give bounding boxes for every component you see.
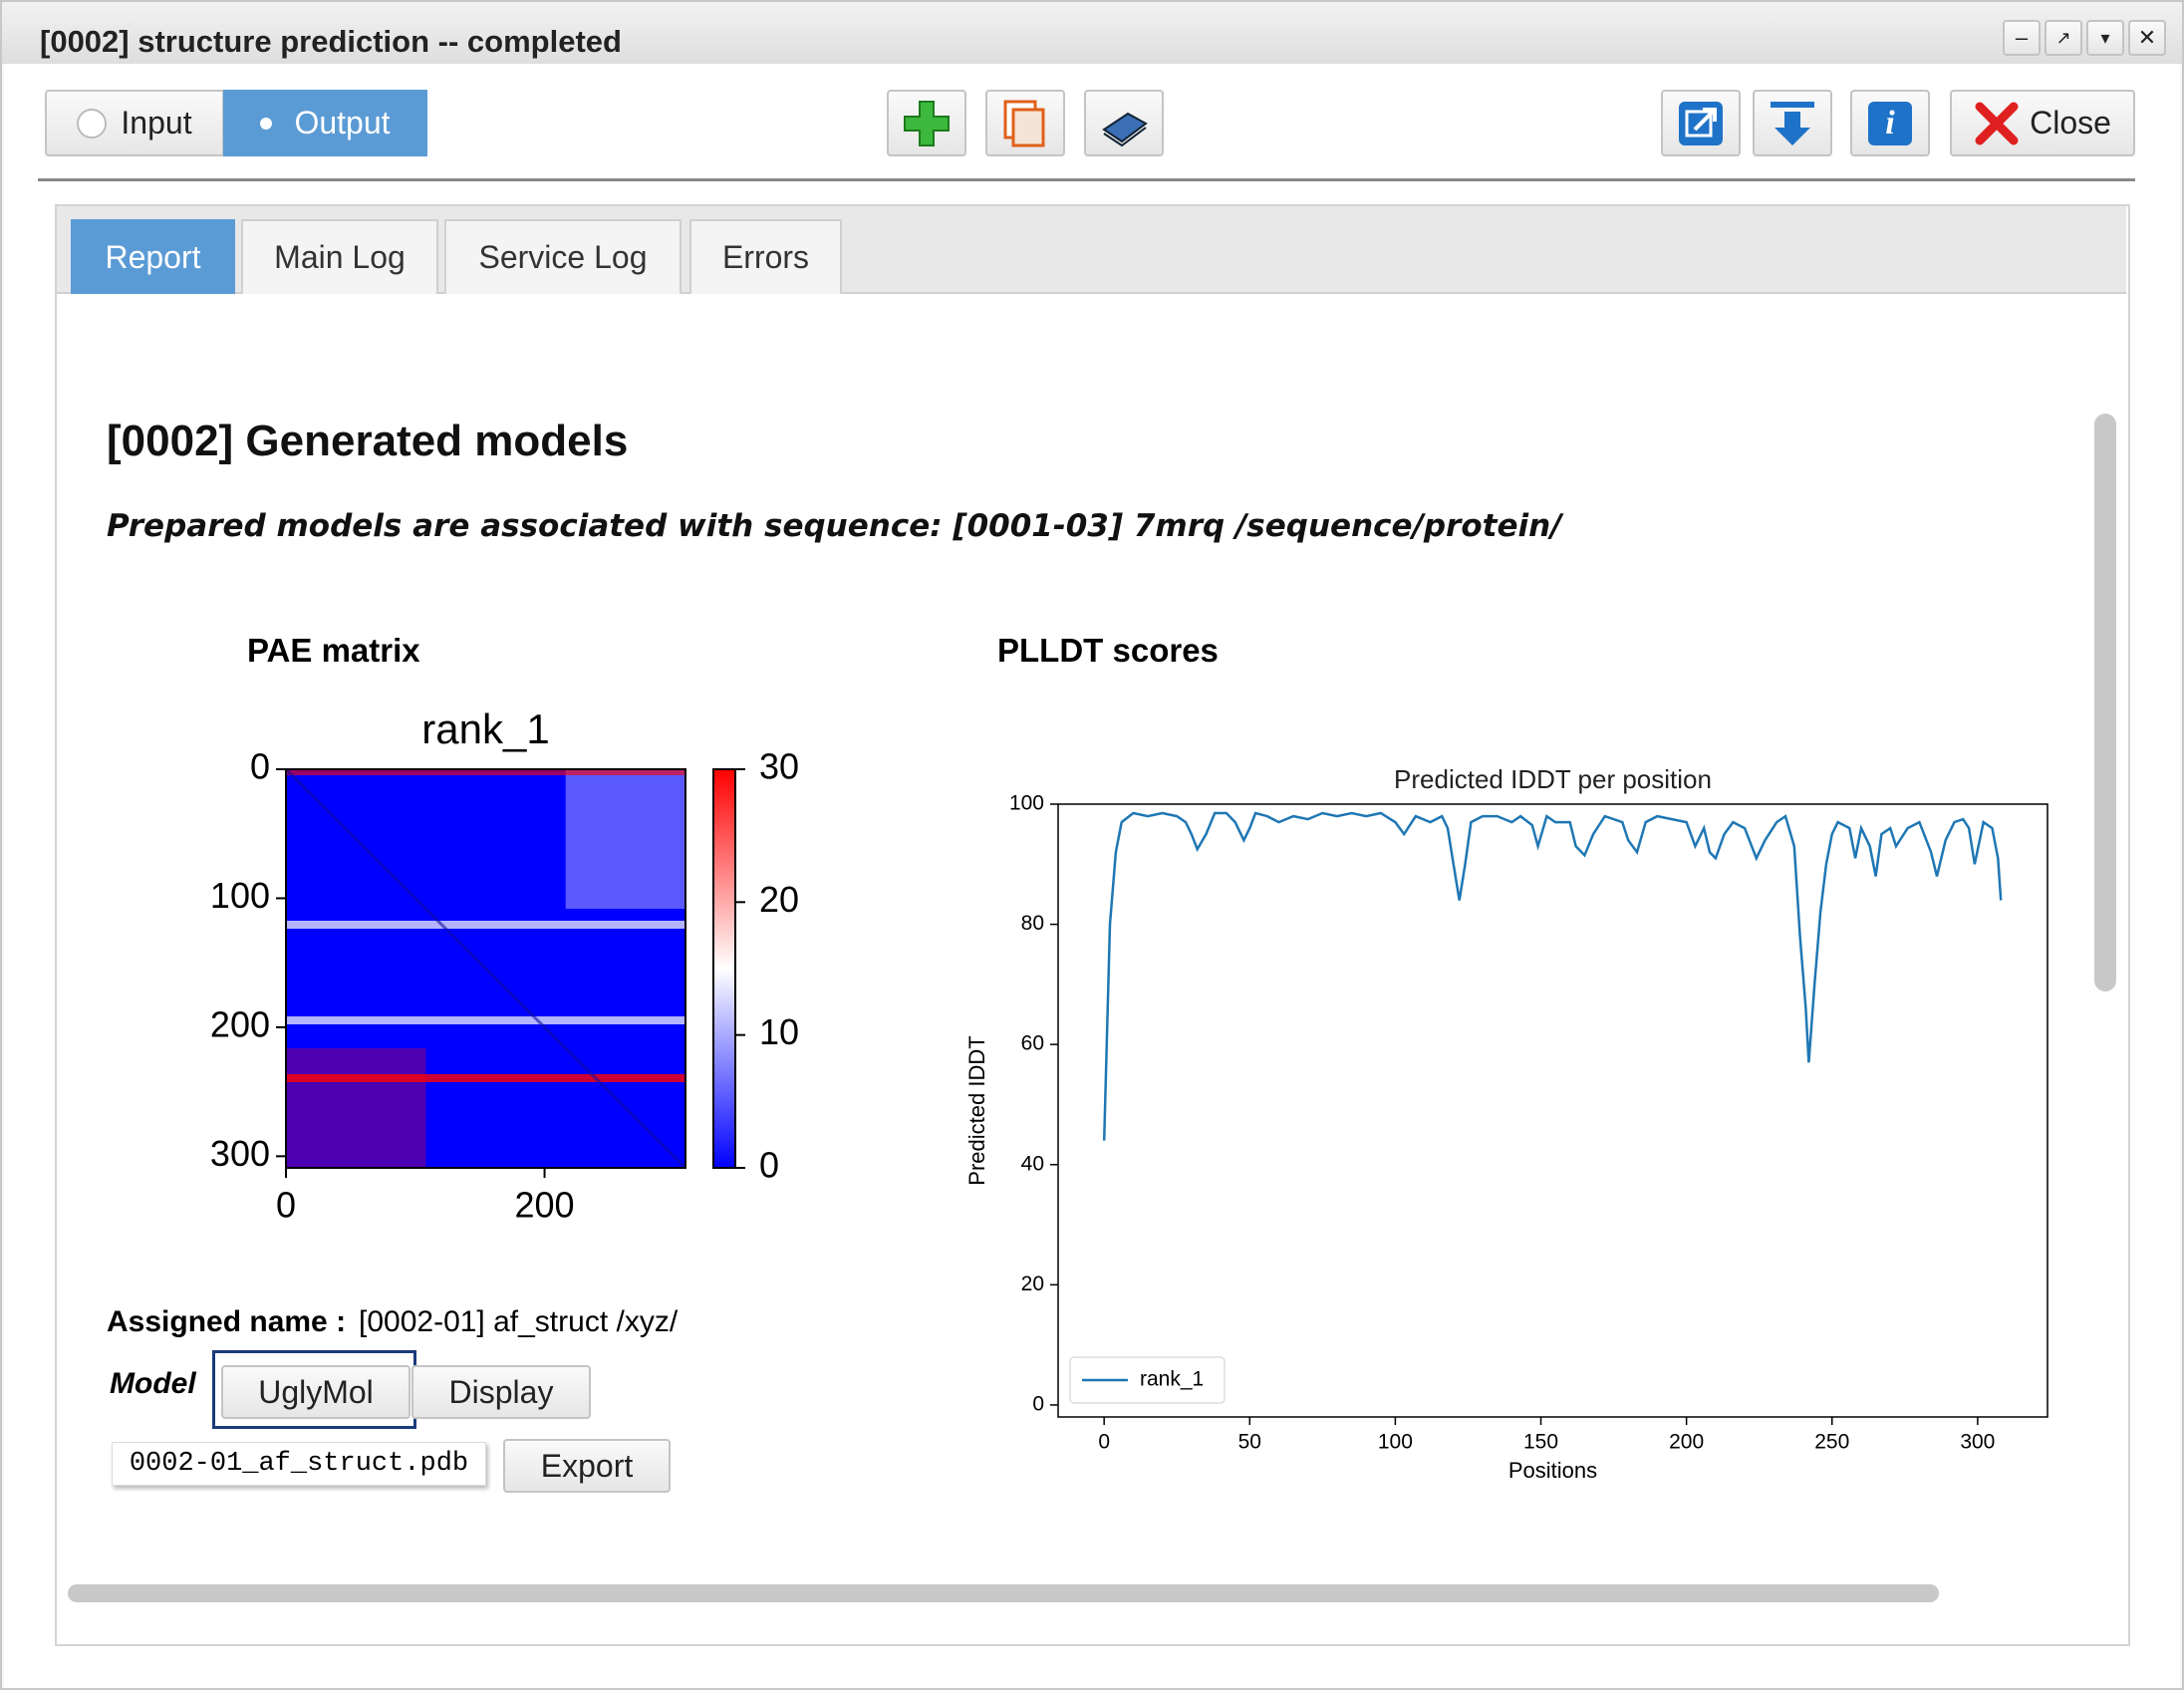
download-icon <box>1771 101 1814 145</box>
report-heading: [0002] Generated models <box>107 417 629 465</box>
tab-report[interactable]: Report <box>71 219 235 294</box>
uglymol-button[interactable]: UglyMol <box>221 1365 410 1419</box>
display-button[interactable]: Display <box>411 1365 591 1419</box>
add-button[interactable] <box>887 90 966 156</box>
info-button[interactable]: i <box>1850 90 1930 156</box>
output-radio[interactable]: Output <box>223 90 427 156</box>
vertical-scrollbar[interactable] <box>2094 414 2116 991</box>
report-subtitle: Prepared models are associated with sequ… <box>107 508 1562 544</box>
export-button[interactable]: Export <box>503 1439 671 1493</box>
close-button[interactable]: Close <box>1950 90 2135 156</box>
horizontal-scrollbar[interactable] <box>68 1584 1939 1602</box>
toolbar-separator <box>38 178 2135 181</box>
title-bar <box>2 2 2182 64</box>
close-window-button[interactable]: ✕ <box>2128 20 2166 56</box>
pae-title: PAE matrix <box>247 632 420 669</box>
menu-button[interactable]: ▾ <box>2086 20 2124 56</box>
model-label: Model <box>110 1367 196 1400</box>
window-title: [0002] structure prediction -- completed <box>40 24 622 59</box>
close-icon <box>1975 102 2019 144</box>
output-label: Output <box>294 105 391 141</box>
clone-button[interactable] <box>985 90 1065 156</box>
book-icon <box>1102 112 1148 146</box>
info-icon: i <box>1868 101 1912 145</box>
tab-service-log[interactable]: Service Log <box>444 219 682 294</box>
plus-icon <box>904 100 950 146</box>
radio-circle <box>77 108 108 139</box>
input-radio[interactable]: Input <box>45 90 224 156</box>
help-button[interactable] <box>1084 90 1164 156</box>
close-label: Close <box>2030 105 2111 141</box>
clone-icon <box>1003 100 1045 146</box>
file-name: 0002-01_af_struct.pdb <box>112 1442 486 1486</box>
tab-main-log[interactable]: Main Log <box>241 219 438 294</box>
assigned-value: [0002-01] af_struct /xyz/ <box>359 1305 679 1338</box>
plddt-title: PLLDT scores <box>997 632 1219 669</box>
minimize-button[interactable]: – <box>2003 20 2041 56</box>
popout-button[interactable]: ↗ <box>2045 20 2082 56</box>
open-external-button[interactable] <box>1661 90 1741 156</box>
radio-dot <box>260 117 273 130</box>
svg-text:i: i <box>1885 104 1895 141</box>
input-label: Input <box>121 105 192 141</box>
assigned-label: Assigned name : <box>107 1305 347 1338</box>
download-button[interactable] <box>1753 90 1832 156</box>
tab-errors[interactable]: Errors <box>689 219 842 294</box>
external-icon <box>1679 101 1723 145</box>
